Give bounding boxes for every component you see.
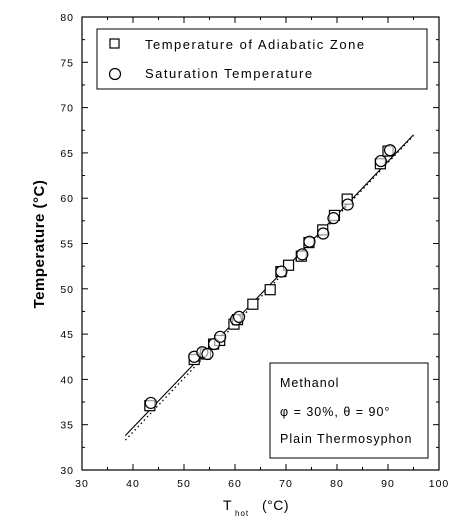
circle-point (201, 347, 214, 361)
circle-point (303, 235, 316, 248)
circle-point (374, 154, 387, 168)
y-axis-ticks: 30 35 40 45 50 55 60 65 70 75 80 (60, 12, 439, 477)
x-tick-label: 40 (126, 478, 140, 490)
legend-square-marker (109, 38, 120, 49)
x-axis-label: T hot (°C) (223, 497, 289, 518)
x-axis-label-main: T (223, 497, 232, 513)
annotation-line-1: Methanol (280, 376, 339, 390)
y-tick-label: 45 (60, 329, 74, 341)
circle-point (232, 310, 246, 323)
y-axis-label: Temperature (°C) (31, 180, 48, 309)
x-tick-label: 50 (177, 478, 191, 490)
circle-point (327, 212, 340, 225)
y-axis-label-unit: (°C) (31, 180, 48, 209)
x-tick-label: 30 (75, 478, 89, 490)
x-tick-label: 80 (330, 478, 344, 490)
data-points (144, 144, 397, 412)
annotation-box: Methanol φ = 30%, θ = 90° Plain Thermosy… (269, 362, 429, 459)
legend-circle-marker (108, 67, 122, 81)
circle-point (275, 265, 288, 278)
x-axis-ticks: 30 40 50 60 70 80 90 100 (75, 17, 450, 490)
y-tick-label: 40 (60, 374, 74, 386)
y-tick-label: 65 (60, 148, 74, 160)
circle-point (214, 330, 227, 343)
x-tick-label: 70 (279, 478, 293, 490)
circle-point (296, 248, 309, 261)
y-tick-label: 75 (60, 57, 74, 69)
square-point (282, 259, 295, 271)
legend-label-series-2: Saturation Temperature (145, 66, 314, 81)
annotation-line-3: Plain Thermosyphon (280, 432, 412, 446)
circle-point (317, 227, 330, 240)
legend-label-series-1: Temperature of Adiabatic Zone (145, 37, 366, 52)
square-point (264, 284, 276, 296)
y-tick-label: 55 (60, 239, 74, 251)
y-tick-label: 30 (60, 465, 74, 477)
square-point (247, 298, 259, 310)
legend-box (96, 28, 428, 90)
circle-point (144, 396, 157, 410)
y-tick-label: 35 (60, 420, 74, 432)
y-tick-label: 60 (60, 193, 74, 205)
circle-point (383, 144, 397, 157)
x-tick-label: 60 (228, 478, 242, 490)
annotation-frame (269, 362, 429, 459)
x-axis-label-unit: (°C) (262, 497, 289, 513)
circle-point (341, 198, 354, 211)
svg-text:Temperature (°C): Temperature (°C) (31, 180, 48, 309)
x-tick-label: 90 (381, 478, 395, 490)
annotation-line-2: φ = 30%, θ = 90° (280, 405, 390, 419)
x-axis-label-sub: hot (235, 509, 249, 518)
x-tick-label: 100 (429, 478, 450, 490)
y-tick-label: 50 (60, 284, 74, 296)
y-axis-label-text: Temperature (31, 213, 48, 308)
y-tick-label: 70 (60, 103, 74, 115)
legend: Temperature of Adiabatic Zone Saturation… (96, 28, 428, 90)
y-tick-label: 80 (60, 12, 74, 24)
